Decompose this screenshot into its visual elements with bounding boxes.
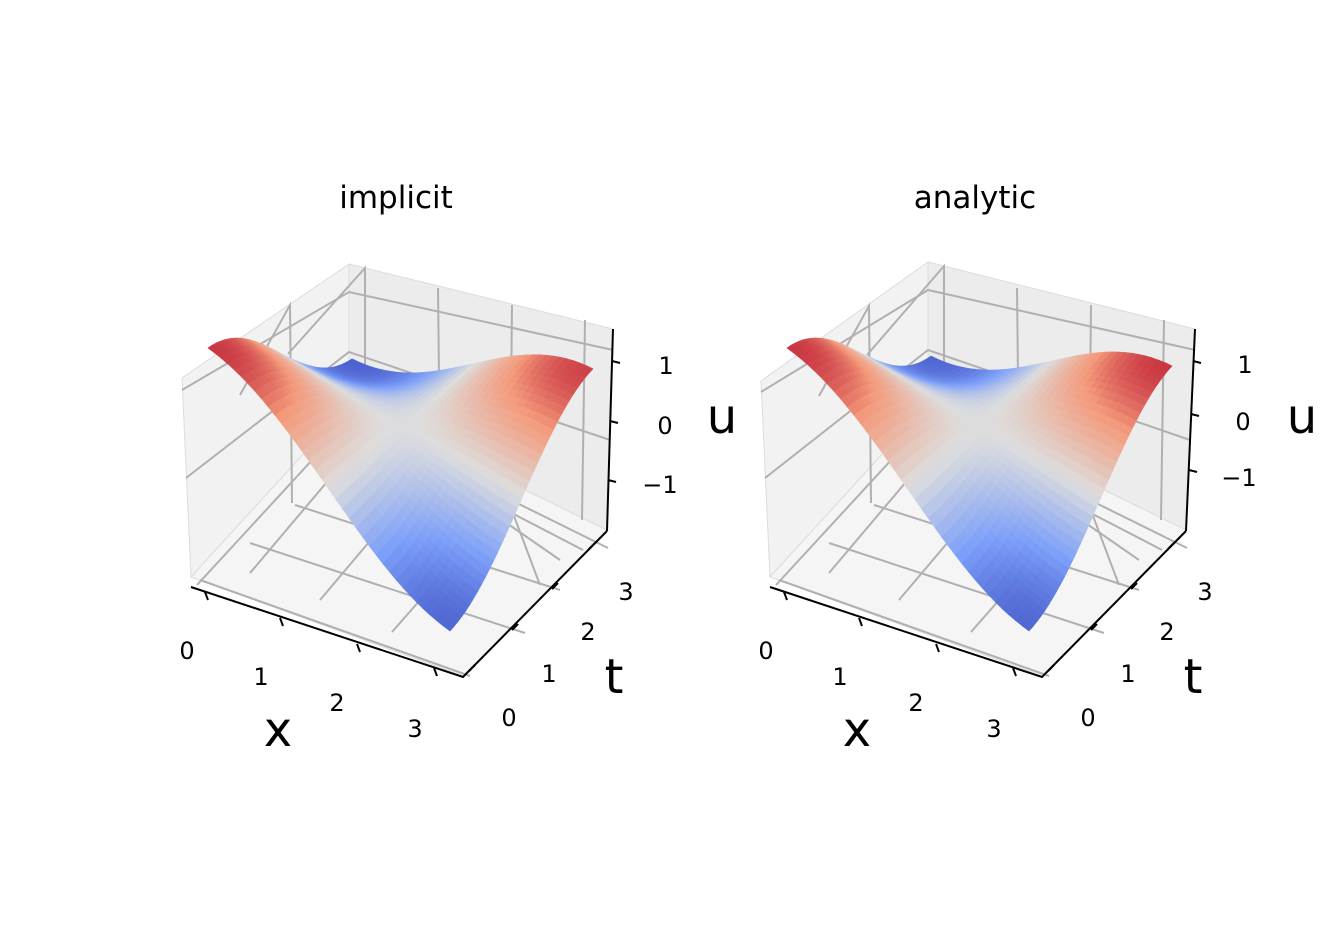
implicit-plot: implicit 0 1 2 3 0 1 2 3 1 0 −1 x t u <box>179 180 737 758</box>
axis-lines <box>769 328 1202 679</box>
u-tick-label: 1 <box>1237 351 1252 379</box>
x-tick-label: 2 <box>908 689 923 717</box>
t-tick-label: 3 <box>618 578 633 606</box>
analytic-plot: analytic 0 1 2 3 0 1 2 3 1 0 −1 x t u <box>758 180 1317 758</box>
plot-title: analytic <box>914 180 1036 216</box>
surface-patch <box>442 621 455 632</box>
t-tick-label: 3 <box>1197 578 1212 606</box>
x-tick-label: 1 <box>253 663 268 691</box>
t-axis-label: t <box>605 649 624 705</box>
plot-title: implicit <box>339 180 453 216</box>
u-axis-label: u <box>1287 389 1317 445</box>
x-tick-label: 3 <box>986 715 1001 743</box>
u-tick-label: −1 <box>1221 464 1256 492</box>
x-tick-label: 0 <box>179 637 194 665</box>
u-axis-label: u <box>707 389 737 445</box>
t-tick-label: 0 <box>501 704 516 732</box>
axis-lines <box>190 328 621 679</box>
u-tick-label: −1 <box>642 471 677 499</box>
x-axis-label: x <box>843 702 871 758</box>
u-tick-label: 0 <box>1235 408 1250 436</box>
x-tick-label: 3 <box>407 715 422 743</box>
u-tick-label: 0 <box>657 412 672 440</box>
x-tick-label: 0 <box>758 637 773 665</box>
t-tick-label: 2 <box>580 618 595 646</box>
t-tick-label: 1 <box>541 660 556 688</box>
surface-patch <box>1021 621 1034 632</box>
t-axis-label: t <box>1184 649 1203 705</box>
t-tick-label: 1 <box>1120 660 1135 688</box>
u-tick-label: 1 <box>658 352 673 380</box>
surface <box>786 337 1173 632</box>
x-tick-label: 2 <box>329 689 344 717</box>
t-tick-label: 0 <box>1080 704 1095 732</box>
x-tick-label: 1 <box>832 663 847 691</box>
x-axis-label: x <box>264 702 292 758</box>
surface <box>207 337 594 632</box>
t-tick-label: 2 <box>1159 618 1174 646</box>
